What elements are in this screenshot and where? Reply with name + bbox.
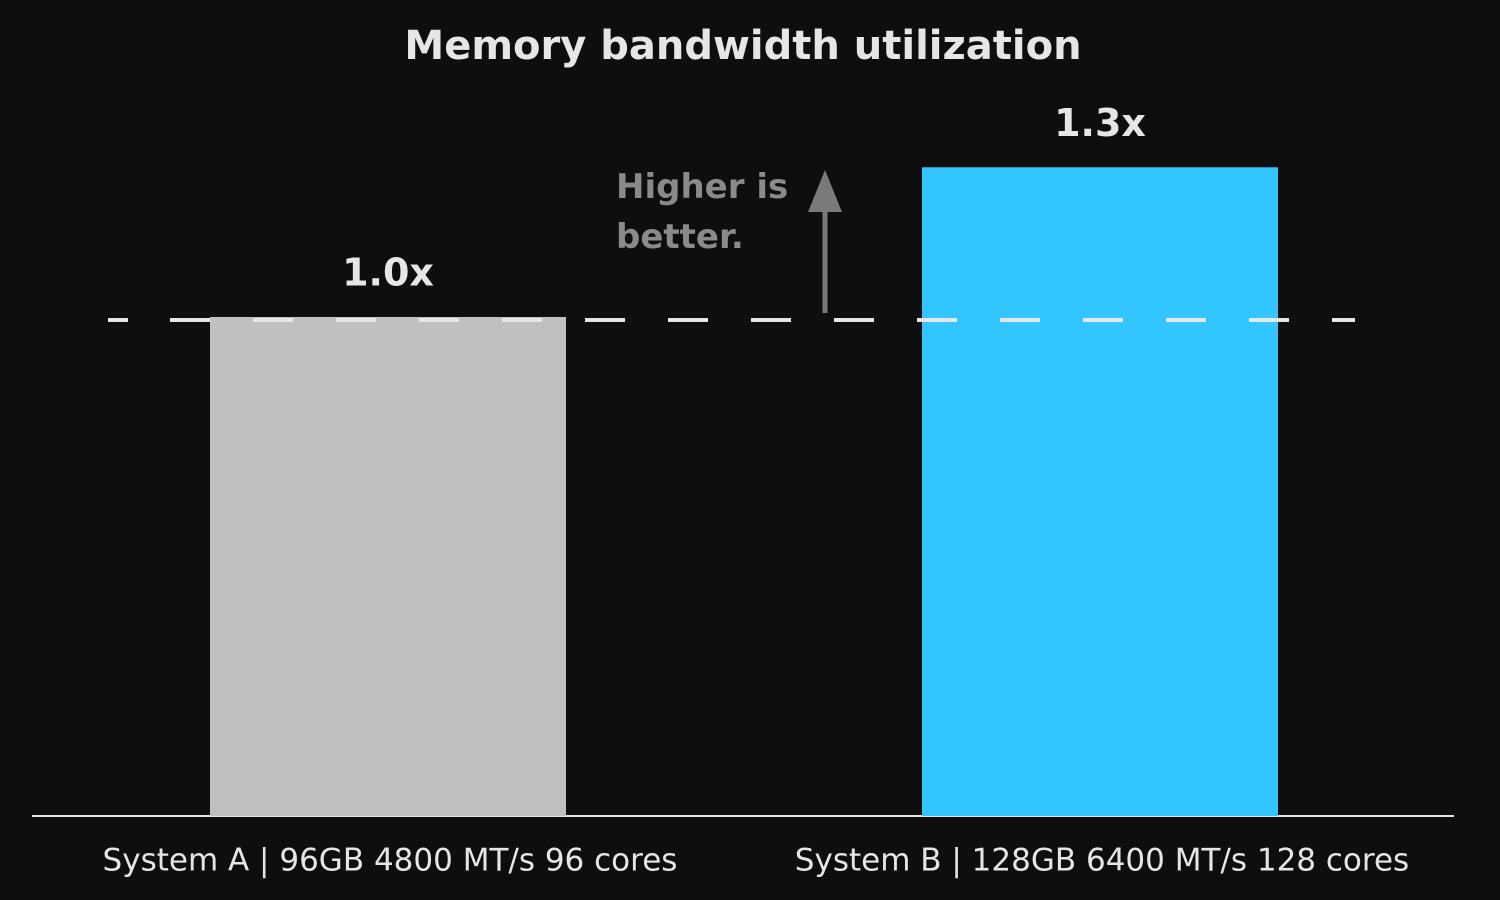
value-label: 1.0x	[342, 251, 434, 295]
chart-title: Memory bandwidth utilization	[404, 23, 1081, 69]
arrow-head	[808, 170, 842, 212]
x-tick-label: System A | 96GB 4800 MT/s 96 cores	[103, 843, 678, 879]
x-tick-label: System B | 128GB 6400 MT/s 128 cores	[795, 843, 1409, 879]
bar	[922, 167, 1278, 817]
bar	[210, 317, 566, 816]
value-label: 1.3x	[1054, 101, 1146, 145]
annotation: Higher is better.	[616, 167, 789, 257]
